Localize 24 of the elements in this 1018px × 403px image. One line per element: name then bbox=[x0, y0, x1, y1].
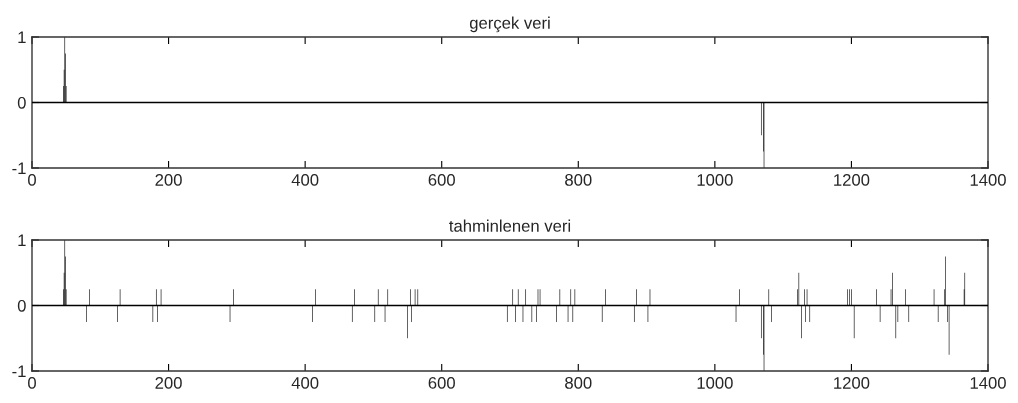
x-tick-label: 800 bbox=[565, 377, 592, 389]
x-tick-label: 200 bbox=[155, 174, 182, 186]
y-tick-label: 1 bbox=[18, 234, 26, 247]
x-tick-label: 1200 bbox=[834, 174, 870, 186]
chart-title: gerçek veri bbox=[469, 16, 550, 33]
x-tick-label: 600 bbox=[428, 377, 455, 389]
x-tick-label: 600 bbox=[428, 174, 455, 186]
y-tick-label: 0 bbox=[17, 96, 26, 109]
x-tick-label: 400 bbox=[291, 174, 319, 186]
x-tick-label: 400 bbox=[291, 377, 319, 389]
x-tick-label: 1000 bbox=[697, 377, 733, 389]
x-tick-label: 1400 bbox=[970, 174, 1006, 186]
x-tick-label: 0 bbox=[28, 377, 36, 389]
y-tick-label: 1 bbox=[18, 31, 26, 44]
x-tick-label: 800 bbox=[565, 174, 592, 186]
y-tick-label: -1 bbox=[12, 365, 26, 378]
y-tick-label: -1 bbox=[12, 162, 26, 175]
x-tick-label: 0 bbox=[28, 174, 36, 186]
y-tick-label: 0 bbox=[17, 299, 26, 312]
x-tick-label: 1200 bbox=[834, 377, 870, 389]
x-tick-label: 200 bbox=[155, 377, 182, 389]
x-tick-label: 1000 bbox=[697, 174, 733, 186]
x-tick-label: 1400 bbox=[970, 377, 1006, 389]
chart-title: tahminlenen veri bbox=[449, 219, 571, 232]
